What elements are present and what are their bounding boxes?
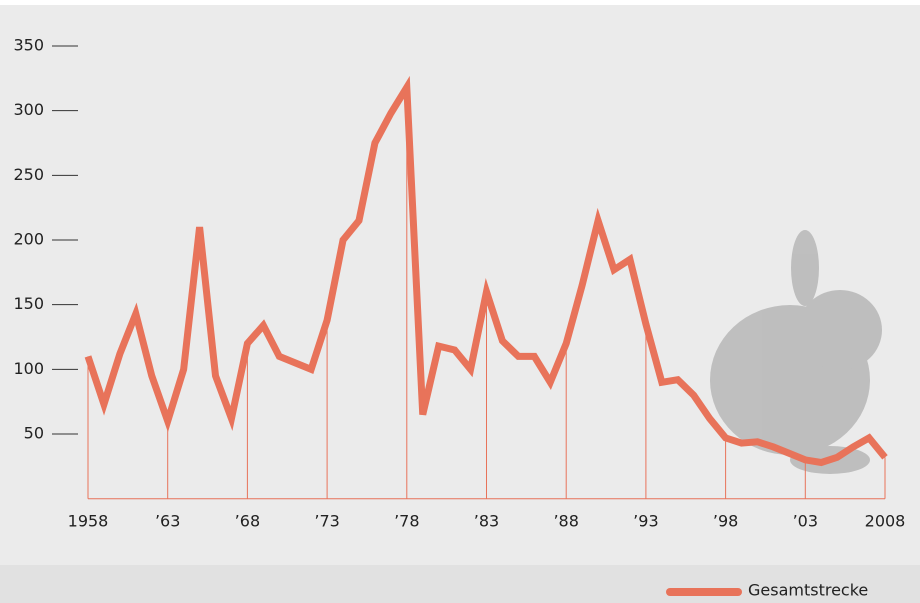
x-tick-label: ’68	[235, 512, 260, 531]
y-tick-label: 200	[13, 230, 44, 249]
x-tick-label: ’83	[474, 512, 499, 531]
x-tick-label: ’93	[633, 512, 658, 531]
y-tick-label: 50	[24, 424, 44, 443]
x-tick-label: ’03	[793, 512, 818, 531]
data-line	[84, 75, 888, 467]
rabbit	[710, 230, 882, 474]
y-tick-label: 150	[13, 294, 44, 313]
x-tick-label: 1958	[68, 512, 109, 531]
top-strip	[0, 0, 920, 5]
legend-label: Gesamtstrecke	[748, 581, 868, 600]
x-tick-label: 2008	[865, 512, 906, 531]
y-tick-label: 250	[13, 165, 44, 184]
x-tick-label: ’73	[314, 512, 339, 531]
x-tick-label: ’78	[394, 512, 419, 531]
y-tick-label: 300	[13, 100, 44, 119]
x-tick-label: ’63	[155, 512, 180, 531]
legend-band	[0, 565, 920, 603]
x-tick-label: ’88	[553, 512, 578, 531]
y-tick-label: 100	[13, 359, 44, 378]
y-tick-label: 350	[13, 36, 44, 55]
x-tick-label: ’98	[713, 512, 738, 531]
